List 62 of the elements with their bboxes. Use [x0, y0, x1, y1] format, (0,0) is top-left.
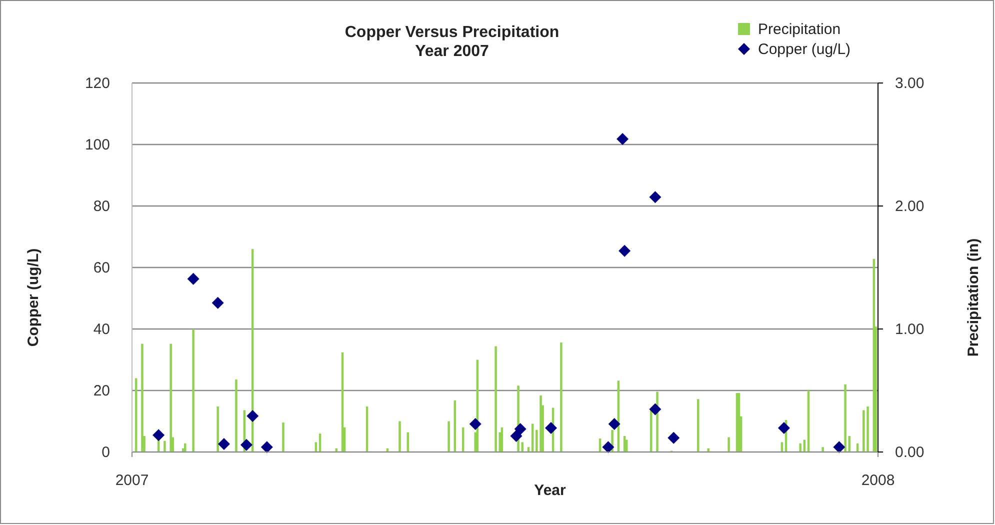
x-tick-label: 2007	[115, 472, 149, 489]
bar	[822, 447, 824, 452]
bar	[844, 384, 846, 452]
point	[616, 132, 629, 145]
bar	[192, 329, 194, 452]
bar	[707, 448, 710, 452]
point	[212, 296, 224, 309]
bar	[799, 443, 802, 452]
bar	[141, 344, 144, 452]
y2-tick-label: 3.00	[895, 75, 924, 92]
y-tick-label: 100	[84, 136, 110, 154]
legend-label: Copper (ug/L)	[758, 41, 851, 58]
bar	[866, 406, 869, 452]
point	[649, 191, 662, 204]
point	[668, 432, 680, 444]
point	[469, 418, 482, 430]
legend-label: Precipitation	[758, 21, 841, 38]
bar	[650, 410, 652, 452]
point	[544, 422, 557, 434]
bar	[398, 421, 401, 452]
bar	[282, 422, 284, 452]
chart-title: Copper Versus Precipitation	[344, 24, 560, 41]
bar	[170, 344, 172, 452]
bar	[728, 437, 730, 452]
x-axis-title: Year	[534, 482, 566, 499]
bar	[216, 406, 219, 452]
y2-axis-title: Precipitation (in)	[965, 238, 982, 357]
y2-tick-label: 0.00	[895, 444, 924, 461]
point	[240, 438, 252, 451]
y2-tick-label: 2.00	[895, 198, 924, 215]
bar	[540, 395, 542, 452]
y-tick-label: 120	[84, 75, 110, 92]
point	[187, 272, 200, 285]
bar	[184, 443, 186, 452]
bar	[862, 410, 865, 452]
point	[260, 441, 273, 454]
point	[152, 429, 165, 442]
y-tick-label: 40	[93, 321, 110, 338]
point	[218, 438, 230, 450]
bar	[448, 421, 450, 452]
point	[514, 422, 526, 435]
point	[602, 441, 614, 454]
chart-subtitle: Year 2007	[415, 43, 490, 60]
bar	[560, 342, 562, 452]
point	[833, 441, 846, 454]
point	[618, 244, 631, 257]
point	[778, 422, 790, 434]
y2-tick-label: 1.00	[895, 321, 924, 338]
y-tick-label: 60	[93, 260, 110, 276]
bar	[494, 346, 497, 452]
point	[608, 418, 620, 430]
bar	[697, 399, 700, 452]
bar	[235, 379, 238, 452]
point	[649, 403, 662, 416]
x-tick-label: 2008	[861, 472, 895, 489]
y-tick-label: 80	[93, 198, 110, 215]
point	[510, 430, 522, 442]
y-axis-title: Copper (ug/L)	[25, 248, 42, 347]
bar	[164, 440, 166, 452]
y-tick-label: 20	[93, 382, 110, 400]
y-tick-label: 0	[102, 444, 110, 461]
point	[246, 410, 259, 422]
